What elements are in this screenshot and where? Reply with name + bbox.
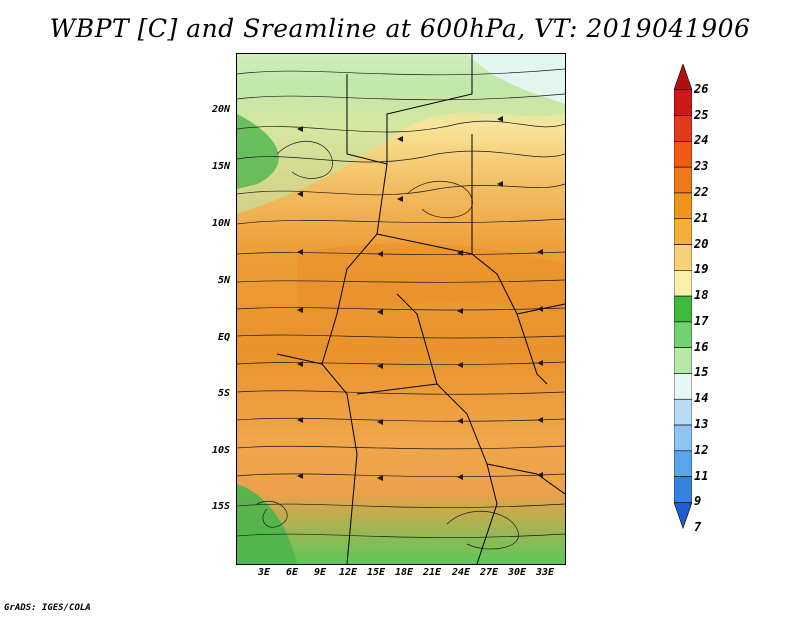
- colorbar-level-label: 22: [694, 184, 709, 199]
- colorbar-level-label: 20: [694, 236, 709, 251]
- footer-credit: GrADS: IGES/COLA: [4, 603, 91, 613]
- lat-label: 5N: [217, 275, 230, 286]
- lat-label: 5S: [217, 388, 230, 399]
- colorbar-level-label: 12: [694, 442, 709, 457]
- colorbar-level-label: 14: [694, 391, 709, 406]
- colorbar-cell: [674, 244, 692, 271]
- lon-label: 6E: [285, 567, 299, 578]
- streamline-layer: [237, 54, 565, 564]
- lon-label: 18E: [394, 567, 414, 578]
- lat-label: EQ: [217, 332, 230, 343]
- lat-label: 15N: [211, 161, 230, 172]
- colorbar-level-label: 16: [694, 339, 709, 354]
- colorbar-level-label: 11: [694, 468, 709, 483]
- lon-label: 33E: [535, 567, 555, 578]
- colorbar-cell: [674, 115, 692, 142]
- map-title: WBPT [C] and Sreamline at 600hPa, VT: 20…: [49, 14, 751, 43]
- colorbar-level-label: 19: [694, 262, 709, 277]
- lon-label: 27E: [479, 567, 499, 578]
- colorbar: [674, 64, 692, 530]
- colorbar-cell: [674, 295, 692, 323]
- colorbar-cell: [674, 502, 692, 530]
- colorbar-level-label: 25: [694, 107, 709, 122]
- colorbar-level-label: 26: [694, 81, 709, 96]
- colorbar-cell: [674, 218, 692, 245]
- colorbar-cell: [674, 141, 692, 168]
- colorbar-cell: [674, 373, 692, 400]
- colorbar-cell: [674, 64, 692, 91]
- map-panel: [236, 53, 566, 565]
- lon-label: 9E: [313, 567, 327, 578]
- lon-label: 3E: [257, 567, 271, 578]
- colorbar-cell: [674, 398, 692, 426]
- colorbar-cell: [674, 347, 692, 374]
- colorbar-level-label: 13: [694, 417, 709, 432]
- lat-label: 10N: [211, 218, 230, 229]
- colorbar-level-label: 23: [694, 159, 709, 174]
- colorbar-level-label: 18: [694, 288, 709, 303]
- colorbar-level-label: 7: [694, 520, 702, 535]
- colorbar-cell: [674, 192, 692, 220]
- lat-label: 15S: [211, 501, 230, 512]
- colorbar-level-label: 24: [694, 133, 709, 148]
- colorbar-level-label: 9: [694, 494, 702, 509]
- lon-label: 24E: [451, 567, 471, 578]
- lat-label: 10S: [211, 445, 230, 456]
- colorbar-cell: [674, 476, 692, 503]
- colorbar-level-label: 21: [694, 210, 709, 225]
- colorbar-cell: [674, 424, 692, 452]
- colorbar-cell: [674, 89, 692, 116]
- colorbar-cell: [674, 166, 692, 194]
- lon-label: 12E: [338, 567, 358, 578]
- lon-label: 21E: [422, 567, 442, 578]
- colorbar-cell: [674, 270, 692, 297]
- colorbar-level-label: 15: [694, 365, 709, 380]
- lat-label: 20N: [211, 104, 230, 115]
- colorbar-cell: [674, 321, 692, 348]
- lon-label: 15E: [366, 567, 386, 578]
- colorbar-cell: [674, 450, 692, 477]
- lon-label: 30E: [507, 567, 527, 578]
- colorbar-level-label: 17: [694, 313, 709, 328]
